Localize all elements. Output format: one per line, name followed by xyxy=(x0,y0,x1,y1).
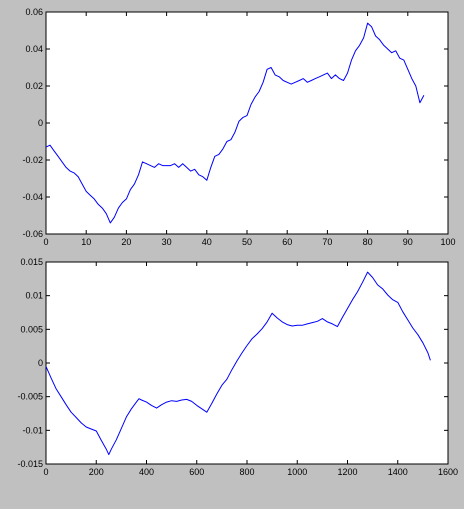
top-plot-panel: 0 10 20 30 40 50 60 70 80 90 100 -0.06 -0.04 -0.02 0 0.… xyxy=(22,7,455,247)
top-x-tick-label: 80 xyxy=(363,237,373,247)
top-x-tick-label: 30 xyxy=(162,237,172,247)
top-y-tick-label: 0 xyxy=(38,118,43,128)
top-y-tick-label: 0.06 xyxy=(25,7,43,17)
top-series-line xyxy=(45,22,425,224)
top-y-tick-label: -0.04 xyxy=(22,192,43,202)
bottom-x-tick-label: 400 xyxy=(139,467,154,477)
bottom-x-tick-label: 200 xyxy=(89,467,104,477)
bottom-x-tick-label: 1000 xyxy=(287,467,307,477)
bottom-y-tick-label: 0.005 xyxy=(20,324,43,334)
bottom-x-tick-label: 1200 xyxy=(337,467,357,477)
top-y-tick-label: -0.06 xyxy=(22,229,43,239)
top-x-tick-label: 100 xyxy=(440,237,455,247)
top-x-tick-label: 50 xyxy=(242,237,252,247)
top-x-tick-label: 90 xyxy=(403,237,413,247)
bottom-x-tick-label: 600 xyxy=(189,467,204,477)
top-x-tick-label: 20 xyxy=(121,237,131,247)
top-axes-box xyxy=(45,11,449,235)
top-x-tick-label: 40 xyxy=(202,237,212,247)
bottom-x-tick-label: 1400 xyxy=(388,467,408,477)
bottom-x-tick-label: 0 xyxy=(43,467,48,477)
bottom-y-tick-label: 0 xyxy=(38,358,43,368)
bottom-x-tick-label: 800 xyxy=(239,467,254,477)
top-x-tick-label: 70 xyxy=(322,237,332,247)
top-y-tick-label: -0.02 xyxy=(22,155,43,165)
bottom-y-tick-label: 0.01 xyxy=(25,291,43,301)
top-y-tick-label: 0.04 xyxy=(25,44,43,54)
bottom-x-tick-label: 1600 xyxy=(438,467,458,477)
bottom-y-tick-label: -0.005 xyxy=(17,392,43,402)
bottom-y-tick-label: -0.015 xyxy=(17,459,43,469)
top-x-tick-label: 0 xyxy=(43,237,48,247)
bottom-y-tick-label: 0.015 xyxy=(20,257,43,267)
top-y-tick-label: 0.02 xyxy=(25,81,43,91)
bottom-y-tick-label: -0.01 xyxy=(22,425,43,435)
bottom-plot-panel: 0 200 400 600 800 1000 1200 1400 1600 -0.015 -0.01… xyxy=(17,257,458,477)
top-x-tick-label: 10 xyxy=(81,237,91,247)
bottom-series-line xyxy=(45,271,431,456)
bottom-axes-box xyxy=(45,261,449,465)
top-x-tick-label: 60 xyxy=(282,237,292,247)
